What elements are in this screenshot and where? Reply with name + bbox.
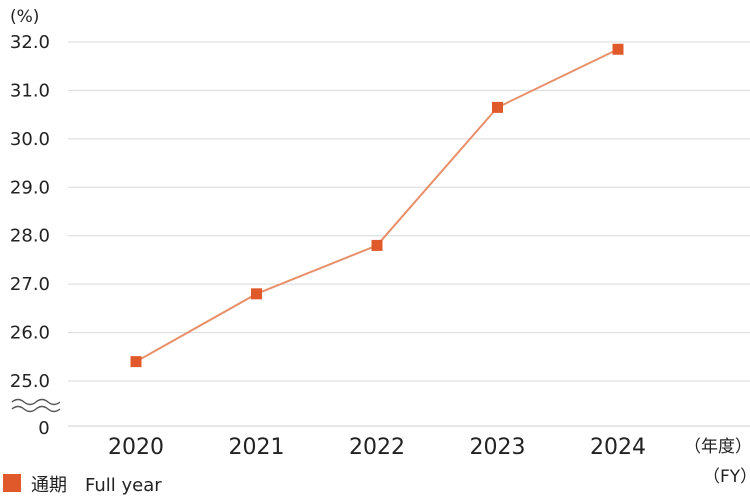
legend-label: 通期 Full year	[31, 475, 162, 496]
y-tick-label: 32.0	[10, 32, 50, 53]
y-tick-label: 29.0	[10, 177, 50, 198]
data-point-2021	[251, 288, 262, 300]
x-unit-label-bottom: （FY）	[703, 467, 750, 487]
data-point-2020	[130, 356, 142, 368]
y-tick-label: 30.0	[10, 129, 50, 150]
x-tick-label: 2023	[470, 435, 526, 460]
y-tick-labels: 32.0 31.0 30.0 29.0 28.0 27.0 26.0 25.0	[10, 32, 50, 392]
x-tick-label: 2024	[590, 435, 646, 460]
y-tick-label: 28.0	[10, 226, 50, 247]
data-point-2023	[492, 101, 503, 113]
series-full-year	[130, 43, 624, 368]
legend-swatch	[3, 474, 21, 492]
y-zero-label: 0	[38, 418, 49, 439]
axis-break-icon	[11, 398, 61, 413]
x-unit-label-top: （年度）	[684, 437, 750, 457]
x-tick-label: 2020	[108, 435, 164, 460]
legend: 通期 Full year	[3, 474, 162, 496]
data-point-2022	[371, 239, 383, 251]
x-tick-label: 2021	[229, 435, 285, 460]
data-point-2024	[612, 43, 624, 55]
series-line	[135, 48, 619, 363]
y-tick-label: 25.0	[10, 371, 50, 392]
x-tick-label: 2022	[349, 435, 405, 460]
y-tick-label: 26.0	[10, 323, 50, 344]
x-tick-labels: 2020 2021 2022 2023 2024	[108, 435, 646, 460]
y-tick-label: 27.0	[10, 274, 50, 295]
gridlines	[68, 41, 750, 382]
y-tick-label: 31.0	[10, 80, 50, 101]
y-unit-label: (%)	[10, 7, 39, 27]
